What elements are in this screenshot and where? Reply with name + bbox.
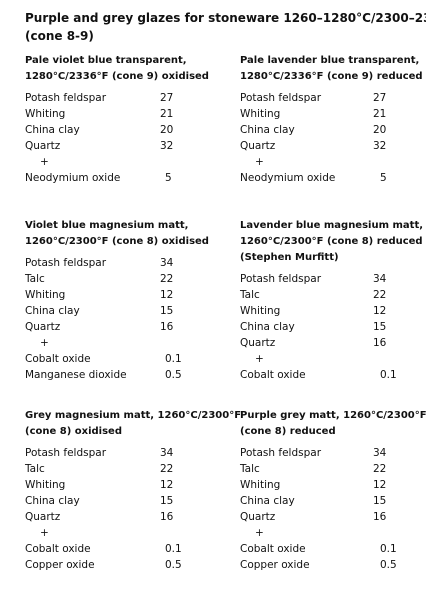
ingredient-name: Quartz xyxy=(240,337,276,349)
ingredient-amount: 16 xyxy=(160,511,174,523)
ingredient-amount: 15 xyxy=(373,321,387,333)
ingredient-name: China clay xyxy=(240,321,295,333)
addition-amount: 0.1 xyxy=(380,369,397,381)
ingredient-amount: 27 xyxy=(160,92,174,104)
ingredient-amount: 15 xyxy=(160,305,174,317)
recipe-title: (cone 8) oxidised xyxy=(25,426,122,437)
ingredient-amount: 16 xyxy=(160,321,174,333)
recipe-title: (Stephen Murfitt) xyxy=(240,252,339,263)
ingredient-amount: 22 xyxy=(160,463,174,475)
ingredient-name: Potash feldspar xyxy=(240,273,322,285)
ingredient-name: Potash feldspar xyxy=(25,447,107,459)
ingredient-amount: 12 xyxy=(160,289,174,301)
ingredient-amount: 27 xyxy=(373,92,387,104)
ingredient-amount: 15 xyxy=(373,495,387,507)
ingredient-name: China clay xyxy=(25,495,80,507)
ingredient-name: Whiting xyxy=(240,108,281,120)
document-title: Purple and grey glazes for stoneware 126… xyxy=(25,11,426,25)
ingredient-name: Whiting xyxy=(25,108,66,120)
ingredient-amount: 20 xyxy=(160,124,174,136)
separator: + xyxy=(255,353,264,365)
ingredient-name: Talc xyxy=(25,273,45,285)
addition-name: Manganese dioxide xyxy=(25,369,127,381)
separator: + xyxy=(40,156,49,168)
ingredient-amount: 12 xyxy=(160,479,174,491)
addition-amount: 0.1 xyxy=(165,543,182,555)
ingredient-name: Whiting xyxy=(240,479,281,491)
ingredient-amount: 34 xyxy=(160,447,174,459)
ingredient-name: China clay xyxy=(25,124,80,136)
ingredient-amount: 32 xyxy=(160,140,174,152)
recipe-title: 1280°C/2336°F (cone 9) oxidised xyxy=(25,71,209,82)
ingredient-name: China clay xyxy=(25,305,80,317)
ingredient-name: Quartz xyxy=(240,511,276,523)
recipe-title: (cone 8) reduced xyxy=(240,426,336,437)
addition-name: Copper oxide xyxy=(240,559,310,571)
addition-amount: 5 xyxy=(165,172,172,184)
ingredient-amount: 22 xyxy=(373,463,387,475)
ingredient-name: Quartz xyxy=(25,140,61,152)
addition-amount: 5 xyxy=(380,172,387,184)
ingredient-name: Quartz xyxy=(25,511,61,523)
ingredient-name: Potash feldspar xyxy=(240,92,322,104)
addition-amount: 0.1 xyxy=(380,543,397,555)
addition-name: Cobalt oxide xyxy=(240,543,306,555)
ingredient-amount: 22 xyxy=(160,273,174,285)
ingredient-name: Potash feldspar xyxy=(25,92,107,104)
ingredient-amount: 12 xyxy=(373,479,387,491)
addition-name: Cobalt oxide xyxy=(25,543,91,555)
addition-name: Neodymium oxide xyxy=(25,172,121,184)
ingredient-amount: 34 xyxy=(160,257,174,269)
separator: + xyxy=(40,527,49,539)
addition-amount: 0.5 xyxy=(165,559,182,571)
addition-amount: 0.5 xyxy=(165,369,182,381)
recipe-title: 1260°C/2300°F (cone 8) oxidised xyxy=(25,236,209,247)
addition-name: Cobalt oxide xyxy=(25,353,91,365)
addition-amount: 0.1 xyxy=(165,353,182,365)
ingredient-amount: 21 xyxy=(373,108,387,120)
ingredient-amount: 20 xyxy=(373,124,387,136)
ingredient-name: China clay xyxy=(240,124,295,136)
separator: + xyxy=(40,337,49,349)
recipe-title: Lavender blue magnesium matt, xyxy=(240,220,424,231)
ingredient-name: Talc xyxy=(25,463,45,475)
ingredient-name: Quartz xyxy=(25,321,61,333)
addition-amount: 0.5 xyxy=(380,559,397,571)
recipe-title: Pale violet blue transparent, xyxy=(25,55,187,66)
recipe-title: 1280°C/2336°F (cone 9) reduced xyxy=(240,71,423,82)
ingredient-amount: 34 xyxy=(373,447,387,459)
ingredient-name: Talc xyxy=(240,289,260,301)
recipe-title: Purple grey matt, 1260°C/2300°F xyxy=(240,410,426,421)
ingredient-amount: 16 xyxy=(373,337,387,349)
ingredient-amount: 15 xyxy=(160,495,174,507)
ingredient-name: Potash feldspar xyxy=(240,447,322,459)
addition-name: Copper oxide xyxy=(25,559,95,571)
recipe-title: Grey magnesium matt, 1260°C/2300°F xyxy=(25,410,242,421)
recipe-title: Violet blue magnesium matt, xyxy=(25,220,189,231)
ingredient-name: Whiting xyxy=(25,289,66,301)
separator: + xyxy=(255,527,264,539)
ingredient-amount: 34 xyxy=(373,273,387,285)
document-title: (cone 8-9) xyxy=(25,29,94,43)
ingredient-name: Whiting xyxy=(240,305,281,317)
ingredient-amount: 22 xyxy=(373,289,387,301)
ingredient-name: China clay xyxy=(240,495,295,507)
ingredient-amount: 12 xyxy=(373,305,387,317)
ingredient-name: Talc xyxy=(240,463,260,475)
addition-name: Neodymium oxide xyxy=(240,172,336,184)
ingredient-amount: 16 xyxy=(373,511,387,523)
ingredient-amount: 21 xyxy=(160,108,174,120)
recipe-title: 1260°C/2300°F (cone 8) reduced xyxy=(240,236,423,247)
addition-name: Cobalt oxide xyxy=(240,369,306,381)
ingredient-amount: 32 xyxy=(373,140,387,152)
recipe-title: Pale lavender blue transparent, xyxy=(240,55,420,66)
separator: + xyxy=(255,156,264,168)
ingredient-name: Whiting xyxy=(25,479,66,491)
ingredient-name: Potash feldspar xyxy=(25,257,107,269)
ingredient-name: Quartz xyxy=(240,140,276,152)
